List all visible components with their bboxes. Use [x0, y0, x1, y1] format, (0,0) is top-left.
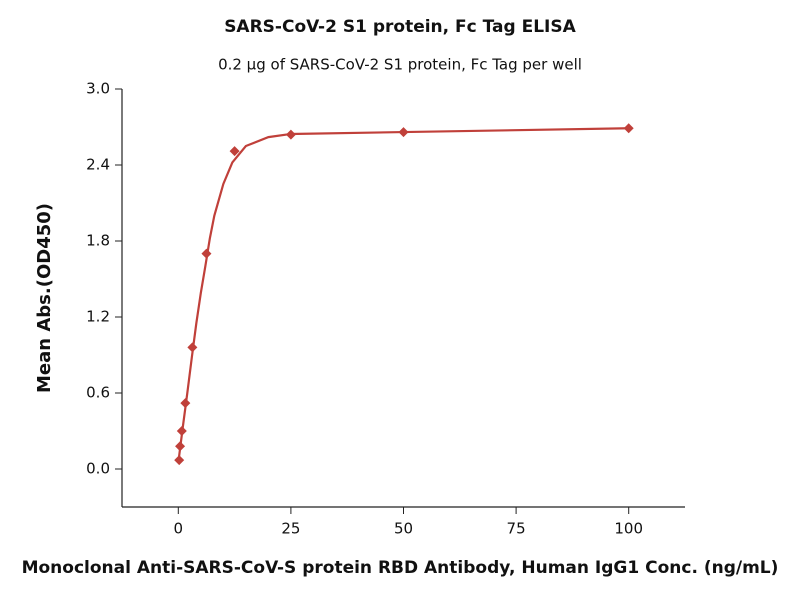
y-tick-label: 1.8 — [86, 232, 110, 250]
x-tick-label: 75 — [507, 520, 526, 538]
data-point — [174, 455, 185, 466]
chart-subtitle: 0.2 µg of SARS-CoV-2 S1 protein, Fc Tag … — [218, 56, 582, 74]
y-tick-label: 1.2 — [86, 308, 110, 326]
x-axis-label: Monoclonal Anti-SARS-CoV-S protein RBD A… — [22, 558, 779, 578]
data-point — [285, 129, 296, 140]
data-point — [201, 248, 212, 259]
y-tick-label: 0.6 — [86, 384, 110, 402]
x-tick-label: 50 — [394, 520, 413, 538]
data-point — [187, 342, 198, 353]
y-tick-label: 3.0 — [86, 80, 110, 98]
data-point — [623, 123, 634, 134]
x-tick-label: 0 — [174, 520, 184, 538]
x-tick-label: 100 — [614, 520, 643, 538]
data-point — [175, 441, 186, 452]
y-axis-label: Mean Abs.(OD450) — [34, 203, 55, 393]
data-point — [176, 426, 187, 436]
y-tick-label: 2.4 — [86, 156, 110, 174]
chart-title: SARS-CoV-2 S1 protein, Fc Tag ELISA — [224, 17, 576, 37]
y-tick-label: 0.0 — [86, 460, 110, 478]
x-tick-label: 25 — [281, 520, 300, 538]
fit-curve — [177, 127, 629, 463]
data-point — [398, 127, 409, 138]
data-point — [229, 146, 240, 157]
data-point — [180, 398, 191, 409]
